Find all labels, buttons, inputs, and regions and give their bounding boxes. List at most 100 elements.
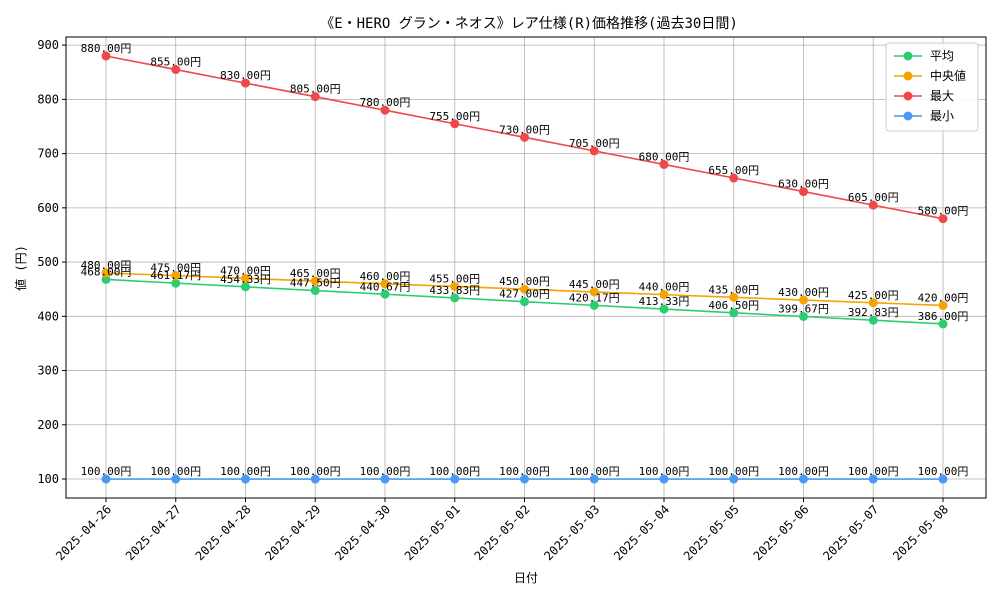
data-point (101, 51, 111, 61)
data-label: 100.00円 (639, 465, 690, 478)
series-1 (101, 268, 948, 310)
data-point (589, 474, 599, 484)
legend-item: 最大 (894, 89, 954, 103)
data-point (241, 273, 250, 283)
data-point (938, 214, 948, 224)
data-labels: 468.00円 461.17円 454.33円 447.50円 440.67円 433.8… (81, 42, 969, 478)
data-point (589, 146, 599, 156)
x-tick-label: 2025-04-26 (53, 502, 114, 563)
data-label: 445.00円 (569, 278, 620, 291)
x-tick-label: 2025-05-08 (890, 502, 951, 563)
data-point (659, 290, 669, 300)
legend-label: 最大 (930, 89, 954, 103)
data-point (729, 474, 739, 484)
data-label: 730.00円 (499, 123, 550, 136)
data-label: 413.33円 (639, 295, 690, 308)
chart-title: 《E・HERO グラン・ネオス》レア仕様(R)価格推移(過去30日間) (320, 16, 738, 32)
x-tick-label: 2025-05-05 (681, 502, 742, 563)
data-label: 100.00円 (848, 465, 899, 478)
data-point (729, 292, 739, 302)
data-point (171, 474, 181, 484)
y-tick-label: 600 (37, 201, 59, 215)
x-tick-label: 2025-04-27 (123, 502, 184, 563)
data-point (380, 105, 390, 115)
data-point (241, 282, 250, 292)
data-point (520, 474, 529, 484)
x-axis-label: 日付 (514, 571, 538, 585)
series-3 (101, 474, 948, 484)
legend-label: 平均 (930, 49, 954, 63)
data-label: 433.83円 (429, 284, 480, 297)
data-point (101, 268, 111, 278)
data-label: 435.00円 (708, 283, 759, 296)
data-point (310, 474, 320, 484)
data-point (380, 289, 390, 299)
legend-marker (903, 111, 913, 121)
data-label: 100.00円 (569, 465, 620, 478)
data-point (520, 132, 529, 142)
data-point (799, 187, 808, 197)
data-label: 406.50円 (708, 299, 759, 312)
data-point (729, 308, 739, 318)
data-point (310, 276, 320, 286)
data-label: 605.00円 (848, 191, 899, 204)
y-tick-label: 400 (37, 309, 59, 323)
data-point (868, 315, 878, 325)
data-label: 440.00円 (639, 281, 690, 294)
x-tick-label: 2025-05-04 (611, 502, 672, 563)
data-label: 455.00円 (429, 272, 480, 285)
data-label: 461.17円 (150, 269, 201, 282)
x-tick-label: 2025-05-02 (472, 502, 533, 563)
legend-marker (903, 51, 913, 61)
series-layer (101, 51, 948, 484)
data-point (799, 474, 808, 484)
data-label: 430.00円 (778, 286, 829, 299)
data-label: 100.00円 (150, 465, 201, 478)
data-point (450, 293, 460, 303)
data-point (589, 287, 599, 297)
data-label: 386.00円 (918, 310, 969, 323)
data-label: 780.00円 (360, 96, 411, 109)
data-label: 100.00円 (778, 465, 829, 478)
data-point (380, 279, 390, 289)
data-label: 420.00円 (918, 291, 969, 304)
data-point (938, 300, 948, 310)
data-point (589, 300, 599, 310)
x-tick-label: 2025-04-28 (193, 502, 254, 563)
data-label: 855.00円 (150, 56, 201, 69)
legend-label: 最小 (930, 109, 954, 123)
grid (66, 37, 986, 498)
data-point (171, 65, 181, 75)
y-tick-label: 200 (37, 418, 59, 432)
data-point (799, 311, 808, 321)
data-label: 465.00円 (290, 267, 341, 280)
data-label: 655.00円 (708, 164, 759, 177)
data-label: 100.00円 (81, 465, 132, 478)
data-point (659, 159, 669, 169)
series-2 (101, 51, 948, 224)
data-label: 399.67円 (778, 302, 829, 315)
data-label: 392.83円 (848, 306, 899, 319)
data-label: 100.00円 (429, 465, 480, 478)
data-label: 427.00円 (499, 288, 550, 301)
data-label: 580.00円 (918, 205, 969, 218)
data-point (101, 274, 111, 284)
legend-marker (903, 71, 913, 81)
data-point (310, 92, 320, 102)
data-point (450, 119, 460, 129)
data-label: 830.00円 (220, 69, 271, 82)
y-tick-label: 500 (37, 255, 59, 269)
data-point (241, 474, 250, 484)
legend-label: 中央値 (930, 68, 966, 83)
data-point (450, 474, 460, 484)
data-label: 440.67円 (360, 280, 411, 293)
y-tick-label: 300 (37, 364, 59, 378)
data-label: 468.00円 (81, 265, 132, 278)
data-point (659, 474, 669, 484)
x-tick-label: 2025-05-03 (541, 502, 602, 563)
data-label: 630.00円 (778, 178, 829, 191)
x-tick-label: 2025-04-29 (262, 502, 323, 563)
y-tick-label: 900 (37, 38, 59, 52)
